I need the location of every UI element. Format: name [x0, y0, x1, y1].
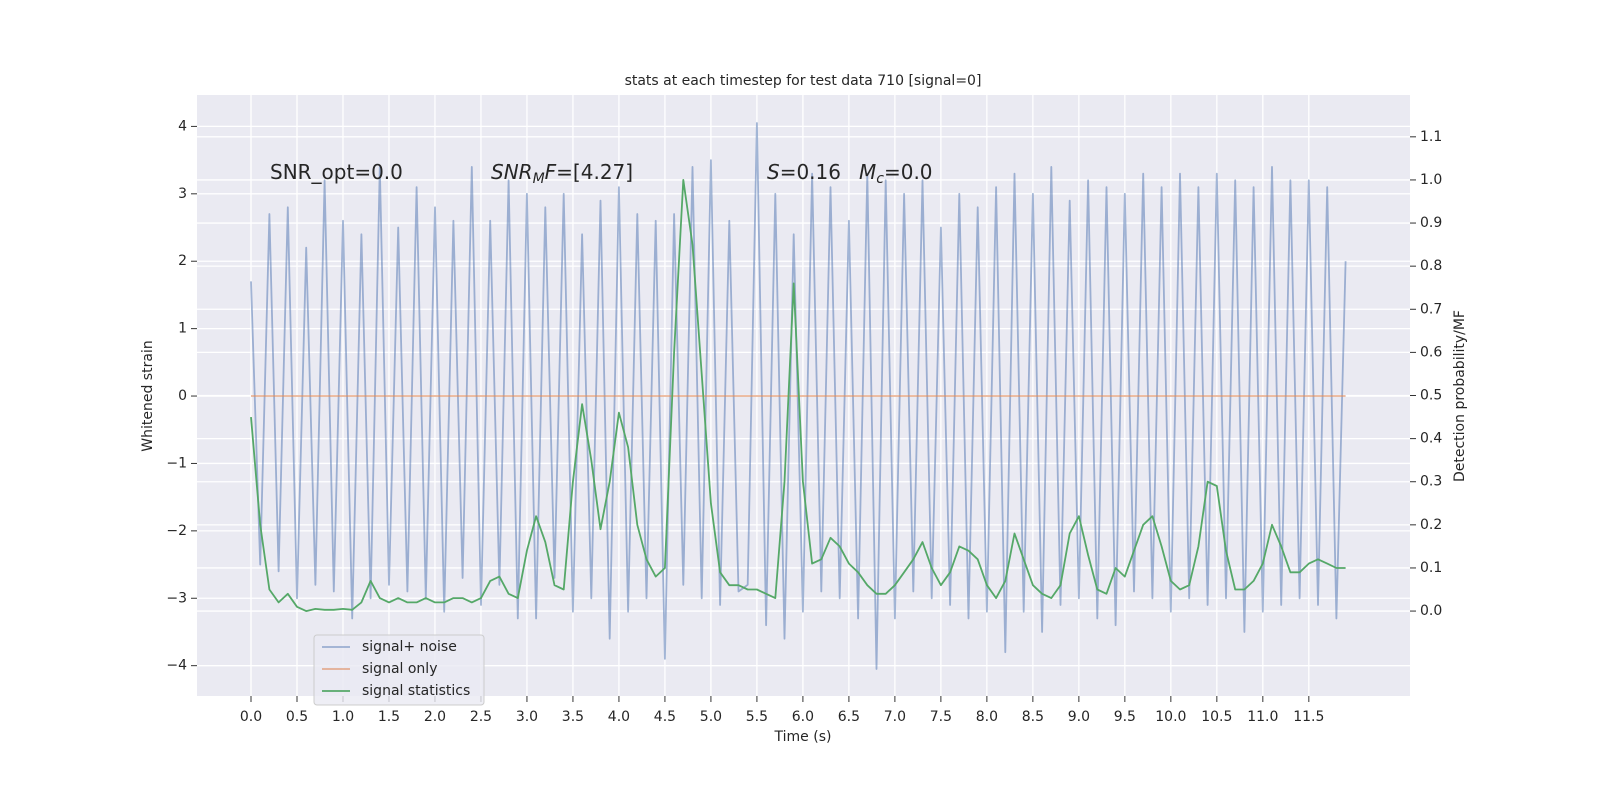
y2-tick-label: 1.0	[1420, 172, 1442, 188]
y2-tick-label: 0.7	[1420, 301, 1442, 317]
y-tick-label: 3	[178, 186, 187, 202]
x-tick-label: 4.0	[608, 709, 630, 725]
x-axis-label: Time (s)	[774, 729, 832, 745]
annotation-part: F	[545, 160, 557, 184]
y2-tick-label: 0.8	[1420, 258, 1442, 274]
annotation-part: SNR_opt=0.0	[270, 160, 403, 184]
x-tick-label: 6.0	[792, 709, 814, 725]
y2-tick-label: 0.0	[1420, 603, 1442, 619]
y2-tick-label: 0.1	[1420, 560, 1442, 576]
x-tick-label: 9.5	[1114, 709, 1136, 725]
legend-box	[313, 634, 485, 706]
chart-title: stats at each timestep for test data 710…	[625, 73, 982, 89]
x-tick-label: 0.0	[240, 709, 262, 725]
annotation-part: =[4.27]	[556, 160, 633, 184]
y2-axis-label: Detection probability/MF	[1452, 310, 1468, 482]
annotation: SNR_opt=0.0	[270, 160, 403, 184]
y-tick-label: 2	[178, 253, 187, 269]
series-line	[250, 179, 1346, 612]
x-tick-label: 1.0	[332, 709, 354, 725]
annotation: SNRMF=[4.27]	[491, 160, 633, 188]
y-axis-label: Whitened strain	[140, 340, 156, 451]
y2-tick-label: 0.4	[1420, 431, 1442, 447]
x-tick-label: 8.0	[976, 709, 998, 725]
x-tick-label: 0.5	[286, 709, 308, 725]
y-tick-label: −4	[166, 658, 187, 674]
y2-tick-label: 0.6	[1420, 344, 1442, 360]
x-tick-label: 11.0	[1247, 709, 1278, 725]
y2-tick-label: 0.2	[1420, 517, 1442, 533]
x-tick-label: 10.5	[1201, 709, 1232, 725]
x-tick-label: 2.0	[424, 709, 446, 725]
annotation-part: M	[859, 160, 876, 184]
y2-tick-label: 1.1	[1420, 129, 1442, 145]
x-tick-label: 3.0	[516, 709, 538, 725]
x-tick-label: 6.5	[838, 709, 860, 725]
annotation-part: =0.16	[780, 160, 841, 184]
x-tick-label: 4.5	[654, 709, 676, 725]
legend-label: signal+ noise	[362, 639, 457, 655]
y-tick-label: −3	[166, 590, 187, 606]
x-tick-label: 10.0	[1155, 709, 1186, 725]
y-tick-label: 0	[178, 388, 187, 404]
legend-label: signal statistics	[362, 683, 470, 699]
x-tick-label: 8.5	[1022, 709, 1044, 725]
y-tick-label: −1	[166, 455, 187, 471]
annotation-part: =0.0	[884, 160, 933, 184]
series-line	[250, 122, 1347, 670]
x-tick-label: 5.0	[700, 709, 722, 725]
y-tick-label: 4	[178, 118, 187, 134]
x-tick-label: 1.5	[378, 709, 400, 725]
legend-label: signal only	[362, 661, 437, 677]
x-tick-label: 11.5	[1293, 709, 1324, 725]
x-tick-label: 3.5	[562, 709, 584, 725]
y-tick-label: 1	[178, 321, 187, 337]
x-tick-label: 9.0	[1068, 709, 1090, 725]
x-tick-label: 5.5	[746, 709, 768, 725]
x-tick-label: 2.5	[470, 709, 492, 725]
annotation-part: SNR	[491, 160, 533, 184]
x-tick-label: 7.0	[884, 709, 906, 725]
annotation: S=0.16 Mc=0.0	[767, 160, 933, 188]
annotation-part: M	[533, 171, 545, 187]
y-tick-label: −2	[166, 523, 187, 539]
x-tick-label: 7.5	[930, 709, 952, 725]
annotation-part: S	[767, 160, 780, 184]
annotation-part: c	[876, 171, 884, 187]
y2-tick-label: 0.9	[1420, 215, 1442, 231]
y2-tick-label: 0.3	[1420, 474, 1442, 490]
y2-tick-label: 0.5	[1420, 388, 1442, 404]
